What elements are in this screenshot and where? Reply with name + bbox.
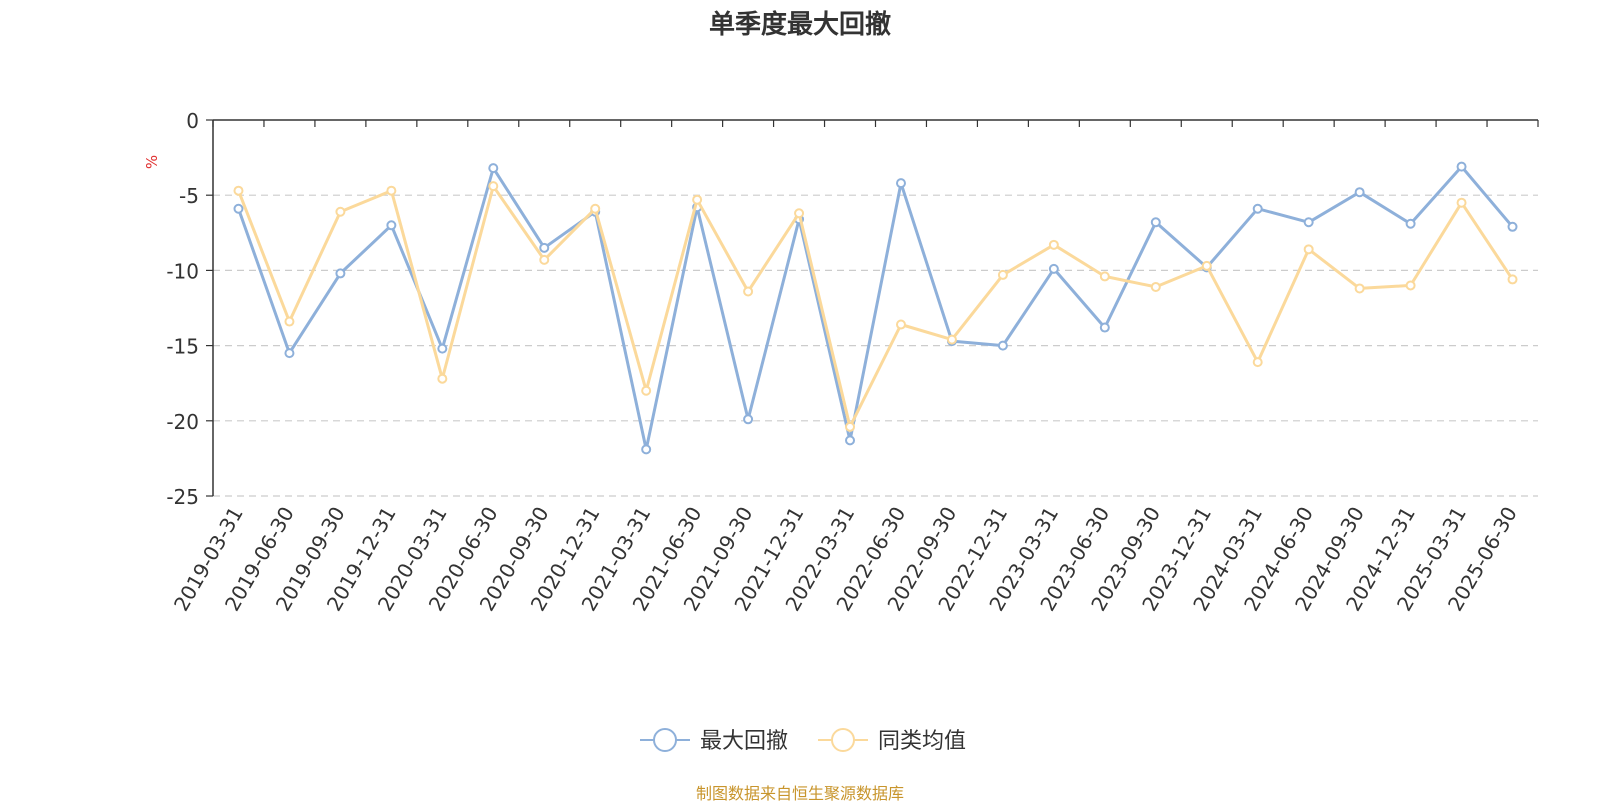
source-note: 制图数据来自恒生聚源数据库 bbox=[695, 784, 904, 803]
y-axis-label: % bbox=[143, 155, 161, 169]
data-point bbox=[743, 414, 754, 425]
data-point bbox=[641, 385, 652, 396]
grid-lines bbox=[213, 194, 1538, 497]
y-tick-label: 0 bbox=[186, 109, 199, 133]
data-point bbox=[997, 269, 1008, 280]
data-point bbox=[997, 340, 1008, 351]
data-point bbox=[386, 185, 397, 196]
data-point bbox=[284, 348, 295, 359]
legend-marker bbox=[653, 728, 677, 752]
data-point bbox=[946, 334, 957, 345]
data-point bbox=[1048, 263, 1059, 274]
series-lines bbox=[233, 161, 1518, 455]
data-point bbox=[1048, 239, 1059, 250]
data-point bbox=[794, 208, 805, 219]
data-point bbox=[1405, 280, 1416, 291]
y-tick-label: -20 bbox=[166, 410, 199, 434]
y-tick-label: -25 bbox=[166, 485, 199, 509]
data-point bbox=[335, 206, 346, 217]
data-point bbox=[233, 185, 244, 196]
legend: 最大回撤 同类均值 bbox=[640, 728, 966, 754]
data-point bbox=[1099, 322, 1110, 333]
data-point bbox=[1201, 260, 1212, 271]
data-point bbox=[233, 203, 244, 214]
data-point bbox=[1456, 197, 1467, 208]
data-point bbox=[1252, 203, 1263, 214]
legend-label: 同类均值 bbox=[878, 729, 966, 754]
legend-marker bbox=[831, 728, 855, 752]
data-point bbox=[1303, 244, 1314, 255]
data-point bbox=[437, 343, 448, 354]
series-line-2 bbox=[237, 184, 1514, 429]
data-point bbox=[641, 444, 652, 455]
data-point bbox=[1099, 271, 1110, 282]
data-point bbox=[1405, 218, 1416, 229]
chart-title: 单季度最大回撤 bbox=[708, 10, 891, 40]
data-point bbox=[845, 435, 856, 446]
data-point bbox=[335, 268, 346, 279]
data-point bbox=[1507, 221, 1518, 232]
data-point bbox=[1150, 281, 1161, 292]
data-point bbox=[284, 316, 295, 327]
data-point bbox=[895, 319, 906, 330]
data-point bbox=[437, 373, 448, 384]
axes: 0-5-10-15-20-25%2019-03-312019-06-302019… bbox=[143, 109, 1539, 615]
y-tick-label: -5 bbox=[179, 184, 199, 208]
data-point bbox=[488, 163, 499, 174]
y-tick-label: -10 bbox=[166, 259, 199, 283]
data-point bbox=[590, 203, 601, 214]
data-point bbox=[692, 194, 703, 205]
data-point bbox=[1354, 187, 1365, 198]
data-point bbox=[743, 286, 754, 297]
legend-label: 最大回撤 bbox=[700, 729, 788, 754]
data-point bbox=[845, 421, 856, 432]
data-point bbox=[488, 181, 499, 192]
data-point bbox=[895, 178, 906, 189]
data-point bbox=[1150, 217, 1161, 228]
data-point bbox=[1456, 161, 1467, 172]
data-point bbox=[1507, 274, 1518, 285]
data-point bbox=[1354, 283, 1365, 294]
data-point bbox=[539, 254, 550, 265]
data-point bbox=[539, 242, 550, 253]
data-point bbox=[386, 220, 397, 231]
data-point bbox=[1252, 357, 1263, 368]
series-line-1 bbox=[237, 165, 1514, 451]
data-point bbox=[1303, 217, 1314, 228]
y-tick-label: -15 bbox=[166, 335, 199, 359]
